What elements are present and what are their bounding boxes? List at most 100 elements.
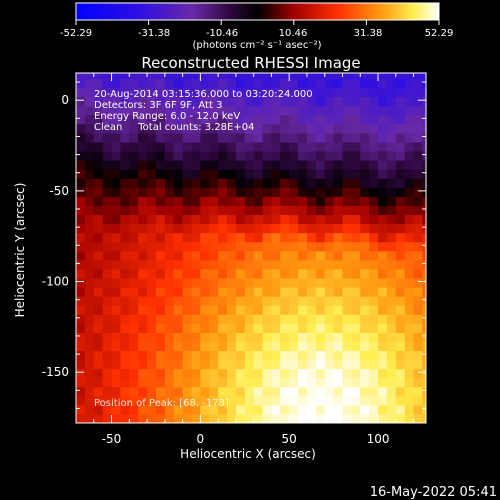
x-axis-label: Heliocentric X (arcsec) bbox=[180, 447, 316, 461]
heatmap-cell bbox=[120, 277, 130, 288]
heatmap-cell bbox=[404, 132, 415, 143]
heatmap-cell bbox=[138, 404, 148, 415]
heatmap-cell bbox=[120, 73, 130, 80]
heatmap-cell bbox=[378, 232, 388, 243]
heatmap-cell bbox=[342, 214, 352, 225]
heatmap-cell bbox=[138, 160, 148, 170]
heatmap-cell bbox=[200, 141, 210, 152]
heatmap-cell bbox=[111, 160, 122, 170]
heatmap-cell bbox=[209, 386, 219, 397]
heatmap-cell bbox=[404, 214, 415, 225]
heatmap-cell bbox=[200, 323, 210, 333]
heatmap-cell bbox=[404, 87, 415, 98]
heatmap-cell bbox=[84, 268, 95, 279]
heatmap-cell bbox=[324, 404, 335, 415]
heatmap-cell bbox=[93, 178, 104, 188]
heatmap-cell bbox=[271, 114, 281, 125]
heatmap-cell bbox=[413, 223, 424, 234]
heatmap-cell bbox=[289, 259, 299, 270]
heatmap-cell bbox=[422, 341, 426, 352]
heatmap-cell bbox=[173, 150, 184, 161]
heatmap-cell bbox=[413, 169, 424, 179]
heatmap-cell bbox=[333, 73, 344, 80]
heatmap-cell bbox=[138, 241, 148, 252]
heatmap-cell bbox=[164, 105, 175, 116]
heatmap-cell bbox=[333, 395, 344, 406]
heatmap-cell bbox=[333, 305, 344, 315]
heatmap-cell bbox=[351, 296, 361, 306]
heatmap-cell bbox=[315, 150, 326, 161]
heatmap-cell bbox=[298, 123, 308, 134]
heatmap-cell bbox=[351, 250, 361, 261]
heatmap-cell bbox=[298, 87, 308, 98]
heatmap-cell bbox=[138, 395, 148, 406]
heatmap-cell bbox=[404, 359, 415, 370]
heatmap-cell bbox=[413, 296, 424, 306]
heatmap-cell bbox=[333, 132, 344, 143]
heatmap-cell bbox=[129, 169, 139, 179]
heatmap-cell bbox=[129, 341, 139, 352]
heatmap-cell bbox=[164, 123, 175, 134]
heatmap-cell bbox=[191, 132, 201, 143]
heatmap-cell bbox=[386, 205, 397, 216]
heatmap-cell bbox=[129, 160, 139, 170]
heatmap-cell bbox=[84, 395, 95, 406]
heatmap-cell bbox=[227, 323, 237, 333]
heatmap-cell bbox=[324, 305, 335, 315]
heatmap-cell bbox=[84, 386, 95, 397]
heatmap-cell bbox=[386, 350, 397, 361]
heatmap-cell bbox=[182, 187, 193, 197]
heatmap-cell bbox=[386, 395, 397, 406]
heatmap-cell bbox=[280, 368, 290, 379]
heatmap-cell bbox=[351, 350, 361, 361]
heatmap-cell bbox=[369, 214, 379, 225]
heatmap-cell bbox=[111, 386, 122, 397]
heatmap-cell bbox=[378, 359, 388, 370]
heatmap-cell bbox=[386, 277, 397, 288]
heatmap-cell bbox=[84, 196, 95, 206]
heatmap-cell bbox=[191, 160, 201, 170]
heatmap-cell bbox=[386, 96, 397, 107]
heatmap-cell bbox=[351, 268, 361, 279]
heatmap-cell bbox=[244, 413, 255, 423]
heatmap-cell bbox=[413, 277, 424, 288]
heatmap-cell bbox=[253, 386, 264, 397]
heatmap-cell bbox=[360, 232, 370, 243]
heatmap-cell bbox=[191, 223, 201, 234]
heatmap-cell bbox=[191, 350, 201, 361]
heatmap-cell bbox=[395, 277, 406, 288]
heatmap-cell bbox=[182, 241, 193, 252]
heatmap-cell bbox=[333, 241, 344, 252]
heatmap-cell bbox=[147, 277, 157, 288]
heatmap-cell bbox=[422, 141, 426, 152]
heatmap-cell bbox=[298, 223, 308, 234]
heatmap-cell bbox=[253, 259, 264, 270]
heatmap-cell bbox=[378, 241, 388, 252]
heatmap-cell bbox=[182, 341, 193, 352]
heatmap-cell bbox=[200, 305, 210, 315]
heatmap-cell bbox=[191, 250, 201, 261]
heatmap-cell bbox=[120, 268, 130, 279]
heatmap-cell bbox=[360, 205, 370, 216]
heatmap-cell bbox=[102, 87, 113, 98]
heatmap-cell bbox=[289, 359, 299, 370]
heatmap-cell bbox=[422, 196, 426, 206]
heatmap-cell bbox=[369, 160, 379, 170]
heatmap-cell bbox=[298, 413, 308, 423]
heatmap-cell bbox=[84, 413, 95, 423]
heatmap-cell bbox=[262, 196, 273, 206]
heatmap-cell bbox=[200, 223, 210, 234]
heatmap-cell bbox=[404, 404, 415, 415]
heatmap-cell bbox=[342, 377, 352, 388]
heatmap-cell bbox=[395, 377, 406, 388]
heatmap-cell bbox=[280, 196, 290, 206]
heatmap-cell bbox=[386, 87, 397, 98]
heatmap-cell bbox=[129, 132, 139, 143]
heatmap-cell bbox=[404, 141, 415, 152]
heatmap-cell bbox=[298, 305, 308, 315]
heatmap-cell bbox=[218, 341, 228, 352]
heatmap-cell bbox=[404, 386, 415, 397]
heatmap-cell bbox=[227, 73, 237, 80]
heatmap-cell bbox=[413, 150, 424, 161]
